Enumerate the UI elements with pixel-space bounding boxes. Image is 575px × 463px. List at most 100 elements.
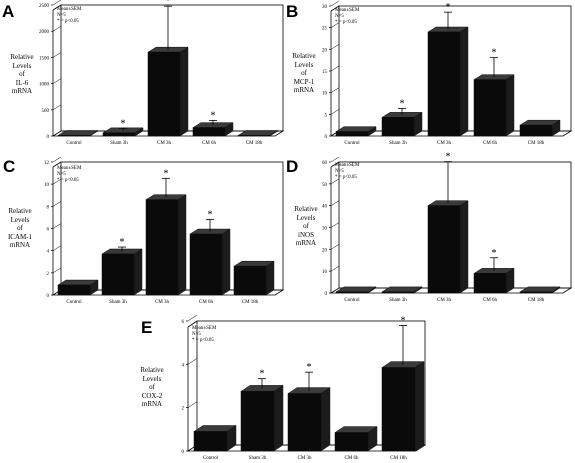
y-tick-label: 2000	[39, 30, 50, 35]
legend-line: Mean±SEM	[192, 326, 217, 331]
legend-line: N=5	[57, 172, 66, 177]
y-tick-depth	[52, 267, 62, 274]
significance-asterisk: *	[166, 0, 171, 7]
significance-asterisk: *	[492, 48, 497, 59]
y-tick-depth	[330, 87, 340, 93]
y-tick-depth	[330, 178, 340, 185]
y-axis-label-line: of	[303, 222, 309, 230]
chart-svg-D: 0 10 20 30 40 50 60 Control Sham 3h * CM 3h * CM 6h C…	[322, 152, 573, 303]
y-tick-label: 0	[325, 135, 328, 140]
legend-line: Mean±SEM	[57, 7, 82, 12]
bar	[57, 135, 91, 137]
y-axis-label-line: COX-2	[141, 391, 163, 400]
legend-C: Mean±SEM N=5 * = p<0.05	[57, 166, 81, 184]
y-tick-depth	[330, 287, 340, 294]
y-axis-label-line: Levels	[296, 213, 316, 222]
x-tick-label: CM 6h	[483, 298, 498, 303]
y-axis-label-line: Relative	[10, 53, 34, 61]
y-tick-label: 10	[44, 183, 50, 188]
x-tick-label: Control	[203, 456, 219, 461]
bar	[237, 135, 271, 137]
y-tick-depth	[52, 201, 62, 207]
x-tick-label: Sham 3h	[110, 141, 128, 146]
y-tick-label: 0	[182, 450, 185, 455]
y-axis-label-line: mRNA	[141, 400, 163, 408]
bar	[381, 291, 415, 294]
y-tick-label: 1000	[39, 83, 50, 88]
bar	[335, 291, 369, 294]
x-tick-label: Sham 3h	[389, 141, 407, 146]
chart-svg-E: 0 2 4 6 Control * Sham 3h * CM 3h CM 6h * CM 18h	[182, 314, 427, 461]
y-axis-label-line: of	[19, 70, 25, 78]
y-tick-label: 2	[182, 407, 185, 412]
bar	[427, 31, 461, 137]
y-axis-label-line: MCP-1	[293, 77, 315, 86]
chart-svg-B: 0 5 10 15 20 25 30 Control * Sham 3h * CM 3h * CM 6h C…	[322, 0, 573, 146]
x-tick-label: CM 6h	[483, 141, 498, 146]
bar	[287, 393, 322, 452]
legend-line: N=5	[192, 332, 201, 337]
significance-asterisk: *	[208, 209, 213, 220]
y-tick-depth	[52, 25, 62, 32]
y-axis-label-line: IL-6	[15, 78, 29, 87]
x-tick-label: CM 18h	[242, 300, 259, 305]
y-axis-label-line: Relative	[140, 366, 164, 374]
y-tick-depth	[52, 0, 62, 6]
significance-asterisk: *	[211, 110, 216, 121]
y-tick-depth	[330, 265, 340, 272]
y-tick-depth	[52, 245, 62, 251]
significance-asterisk: *	[260, 369, 265, 380]
y-tick-label: 2500	[39, 4, 50, 9]
y-tick-label: 0	[47, 294, 50, 299]
chart-panel-B: B Relative Levels of MCP-1 mRNA Mean±SEM…	[286, 0, 575, 155]
y-tick-label: 500	[42, 109, 50, 114]
y-tick-label: 25	[322, 27, 328, 32]
bar	[519, 291, 553, 294]
y-axis-top-edge	[330, 161, 340, 168]
bar-side	[505, 74, 515, 137]
y-tick-label: 5	[325, 113, 328, 118]
bar-side	[273, 384, 284, 452]
y-axis-label-line: of	[149, 383, 155, 391]
significance-asterisk: *	[120, 237, 125, 248]
x-tick-label: CM 3h	[297, 456, 312, 461]
y-tick-label: 0	[47, 135, 50, 140]
legend-line: N=5	[335, 14, 344, 19]
bar	[102, 132, 136, 137]
y-tick-label: 4	[47, 250, 50, 255]
y-tick-depth	[330, 44, 340, 50]
legend-line: * = p<0.05	[192, 338, 214, 343]
y-tick-label: 0	[325, 292, 328, 297]
y-axis-label-line: mRNA	[11, 87, 33, 95]
chart-svg-A: 0 500 1000 1500 2000 2500 Control * Sham 3h * CM 3…	[39, 0, 285, 146]
bar	[334, 432, 369, 452]
bar	[473, 273, 507, 294]
y-tick-depth	[330, 244, 340, 250]
y-tick-label: 6	[47, 228, 50, 233]
chart-svg-C: 0 2 4 6 8 10 12 Control * Sham 3h * CM 3h * CM 6h CM 1…	[44, 156, 285, 305]
legend-D: Mean±SEM N=5 * = p<0.05	[335, 163, 359, 181]
panel-label-E: E	[141, 318, 153, 337]
y-tick-depth	[52, 52, 62, 58]
bar-side	[221, 228, 231, 296]
bar	[427, 205, 461, 294]
y-tick-depth	[330, 200, 340, 206]
x-tick-label: CM 18h	[528, 298, 545, 303]
y-tick-label: 30	[322, 227, 328, 232]
bar-side	[459, 200, 469, 294]
y-axis-label-line: ICAM-1	[7, 232, 33, 241]
x-tick-label: Control	[66, 300, 82, 305]
x-tick-label: Sham 3h	[109, 300, 127, 305]
bar	[473, 79, 507, 137]
bar	[192, 127, 226, 137]
chart-panel-C: C Relative Levels of ICAM-1 mRNA Mean±SE…	[0, 155, 288, 310]
bar	[147, 51, 181, 137]
y-tick-depth	[52, 223, 62, 229]
y-axis-label-A: Relative Levels of IL-6 mRNA	[1, 53, 43, 96]
significance-asterisk: *	[401, 316, 406, 327]
y-tick-depth	[187, 358, 198, 365]
legend-line: Mean±SEM	[57, 166, 82, 171]
y-axis-label-line: Relative	[292, 52, 316, 60]
bar	[145, 199, 179, 296]
chart-panel-A: A Relative Levels of IL-6 mRNA Mean±SEM …	[0, 0, 288, 155]
